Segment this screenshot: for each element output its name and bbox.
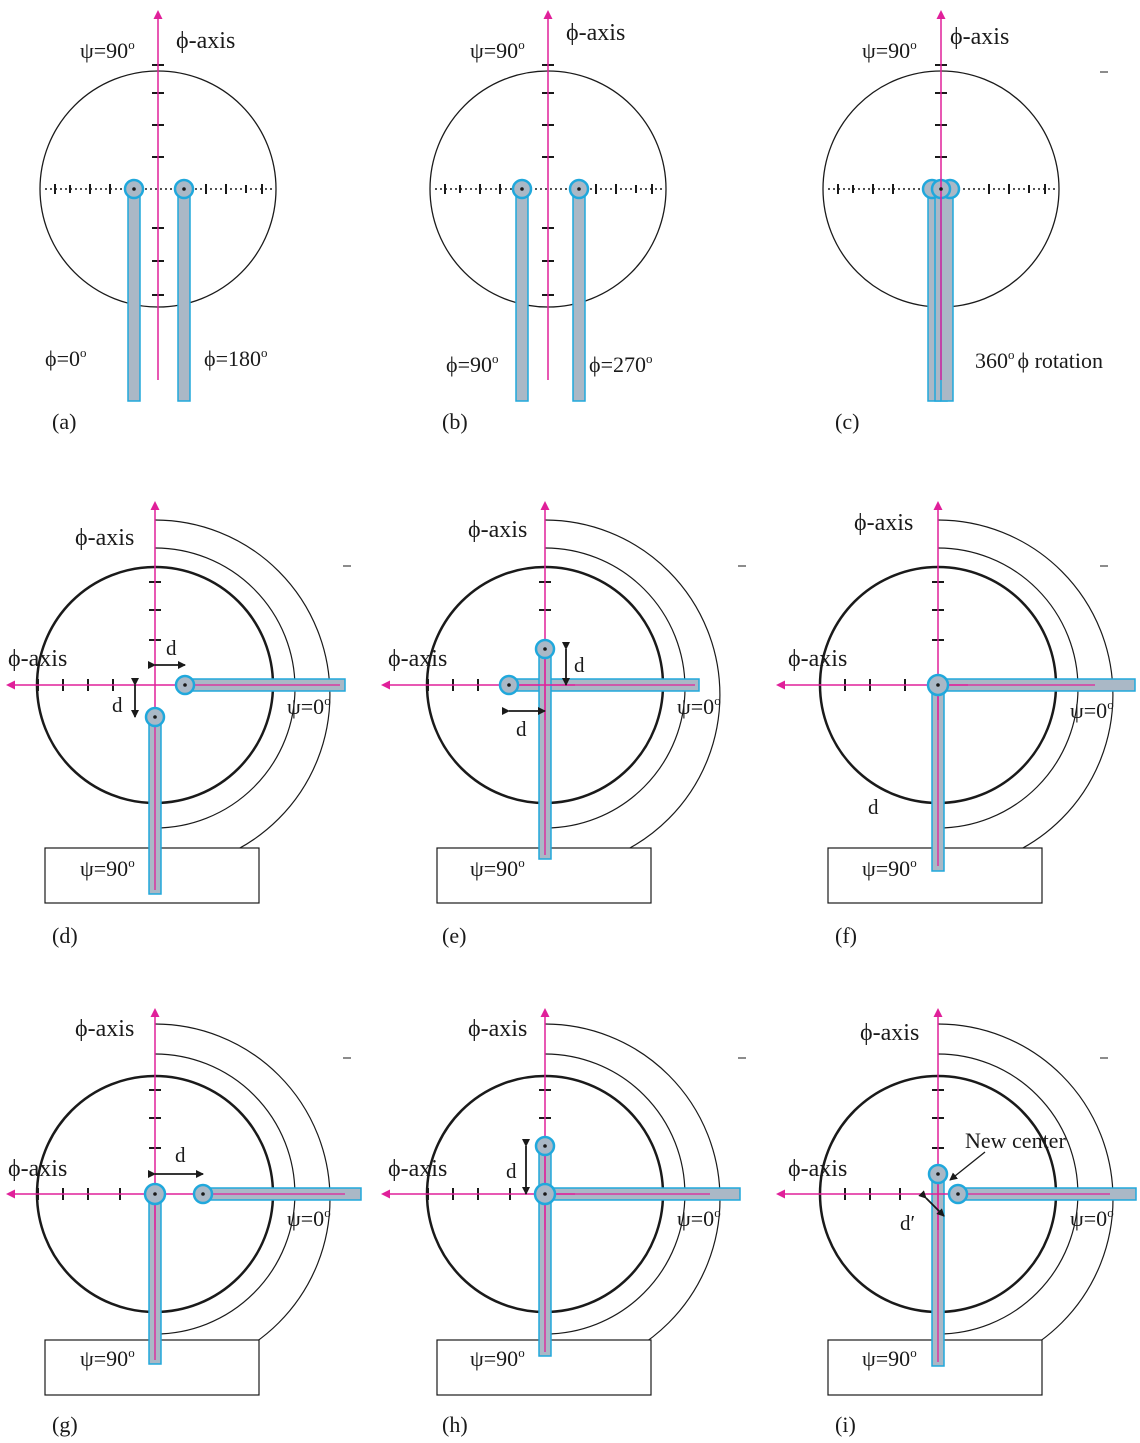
beam-left bbox=[515, 188, 529, 402]
beam-right bbox=[177, 188, 191, 402]
rotation-label: 360o ϕ rotation bbox=[975, 347, 1103, 373]
phi-axis-label: ϕ-axis bbox=[388, 646, 447, 672]
beam-rotated bbox=[940, 188, 954, 402]
psi-label: ψ=90o bbox=[80, 1345, 135, 1371]
spot-center-icon bbox=[939, 187, 943, 191]
psi-label: ψ=90o bbox=[862, 1345, 917, 1371]
spot-center-icon bbox=[543, 1192, 547, 1196]
panel-f: d ϕ-axis ϕ-axis ψ=0o ψ=90o (f) bbox=[776, 501, 1136, 948]
scale-ticks bbox=[37, 1089, 161, 1200]
panel-b: ψ=90o ϕ-axis ϕ=90o ϕ=270o (b) bbox=[429, 10, 667, 434]
phi-axis-label: ϕ-axis bbox=[8, 646, 67, 672]
offset-d-label: d bbox=[574, 653, 585, 677]
offset-d-label: d bbox=[868, 795, 879, 819]
panel-label: (e) bbox=[442, 923, 466, 948]
panel-label: (d) bbox=[52, 923, 78, 948]
spot-center-icon bbox=[182, 187, 186, 191]
spot-center-icon bbox=[153, 715, 157, 719]
phi-axis-label: ϕ-axis bbox=[788, 646, 847, 672]
phi-axis-label: ϕ-axis bbox=[468, 1016, 527, 1042]
offset-d-prime-label: d′ bbox=[900, 1211, 915, 1235]
scale-ticks bbox=[427, 1089, 551, 1200]
panel-label: (i) bbox=[835, 1412, 856, 1437]
psi-label: ψ=90o bbox=[470, 37, 525, 63]
psi-label: ψ=90o bbox=[862, 855, 917, 881]
phi-axis-label: ϕ-axis bbox=[950, 24, 1009, 50]
psi-label: ψ=90o bbox=[470, 1345, 525, 1371]
spot-center-icon bbox=[956, 1192, 960, 1196]
phi-axis-label: ϕ-axis bbox=[788, 1156, 847, 1182]
spot-center-icon bbox=[153, 1192, 157, 1196]
panel-d: d d ϕ-axis ϕ-axis ψ=0o ψ=90o (d) bbox=[6, 501, 351, 948]
phi-axis-label: ϕ-axis bbox=[566, 20, 625, 46]
phi-axis-label: ϕ-axis bbox=[75, 525, 134, 551]
scale-ticks bbox=[37, 581, 161, 691]
panel-i: New center d′ ϕ-axis ϕ-axis ψ=0o ψ=90o (… bbox=[776, 1008, 1137, 1437]
spot-center-icon bbox=[132, 187, 136, 191]
panel-c: ψ=90o ϕ-axis 360o ϕ rotation (c) bbox=[822, 10, 1108, 434]
psi-label: ψ=0o bbox=[1070, 1205, 1114, 1231]
spot-center-icon bbox=[577, 187, 581, 191]
psi-label: ψ=90o bbox=[470, 855, 525, 881]
panel-label: (f) bbox=[835, 923, 857, 948]
scale-ticks bbox=[427, 581, 551, 691]
phi-angle-label: ϕ=90o bbox=[446, 351, 499, 377]
panel-a: ψ=90o ϕ-axis ϕ=0o ϕ=180o (a) bbox=[39, 10, 277, 434]
panel-label: (a) bbox=[52, 409, 76, 434]
offset-d-label: d bbox=[516, 717, 527, 741]
scale-ticks bbox=[819, 1089, 944, 1200]
beam-left bbox=[127, 188, 141, 402]
phi-axis-label: ϕ-axis bbox=[8, 1156, 67, 1182]
beam-right bbox=[572, 188, 586, 402]
psi-label: ψ=90o bbox=[80, 37, 135, 63]
new-center-label: New center bbox=[965, 1128, 1066, 1153]
psi-label: ψ=0o bbox=[287, 693, 331, 719]
psi-label: ψ=0o bbox=[677, 1205, 721, 1231]
phi-axis-label: ϕ-axis bbox=[75, 1016, 134, 1042]
offset-d-label: d bbox=[506, 1159, 517, 1183]
panel-label: (b) bbox=[442, 409, 468, 434]
psi-label: ψ=0o bbox=[1070, 697, 1114, 723]
spot-center-icon bbox=[936, 1172, 940, 1176]
phi-axis-label: ϕ-axis bbox=[860, 1020, 919, 1046]
panel-label: (g) bbox=[52, 1412, 78, 1437]
psi-arc bbox=[937, 519, 1114, 871]
offset-d-label: d bbox=[175, 1143, 186, 1167]
spot-center-icon bbox=[543, 647, 547, 651]
offset-d-label: d bbox=[112, 693, 123, 717]
offset-arrow bbox=[918, 1190, 945, 1217]
offset-d-label: d bbox=[166, 636, 177, 660]
spot-center-icon bbox=[507, 683, 511, 687]
scale-ticks bbox=[819, 581, 944, 691]
panel-label: (h) bbox=[442, 1412, 468, 1437]
panel-h: d ϕ-axis ϕ-axis ψ=0o ψ=90o (h) bbox=[381, 1008, 746, 1437]
panel-label: (c) bbox=[835, 409, 859, 434]
spot-center-icon bbox=[520, 187, 524, 191]
spot-center-icon bbox=[543, 1144, 547, 1148]
psi-label: ψ=0o bbox=[677, 693, 721, 719]
spot-center-icon bbox=[183, 683, 187, 687]
new-center-pointer bbox=[949, 1151, 986, 1181]
phi-axis-label: ϕ-axis bbox=[176, 28, 235, 54]
panel-e: d d ϕ-axis ϕ-axis ψ=0o ψ=90o (e) bbox=[381, 501, 746, 948]
phi-angle-label: ϕ=270o bbox=[589, 351, 653, 377]
psi-label: ψ=90o bbox=[80, 855, 135, 881]
spot-center-icon bbox=[936, 683, 940, 687]
phi-angle-label: ϕ=180o bbox=[204, 345, 268, 371]
psi-label: ψ=0o bbox=[287, 1205, 331, 1231]
phi-angle-label: ϕ=0o bbox=[45, 345, 87, 371]
phi-axis-label: ϕ-axis bbox=[388, 1156, 447, 1182]
panel-g: d ϕ-axis ϕ-axis ψ=0o ψ=90o (g) bbox=[6, 1008, 362, 1437]
spot-center-icon bbox=[201, 1192, 205, 1196]
psi-label: ψ=90o bbox=[862, 37, 917, 63]
phi-axis-label: ϕ-axis bbox=[468, 517, 527, 543]
phi-axis-label: ϕ-axis bbox=[854, 510, 913, 536]
